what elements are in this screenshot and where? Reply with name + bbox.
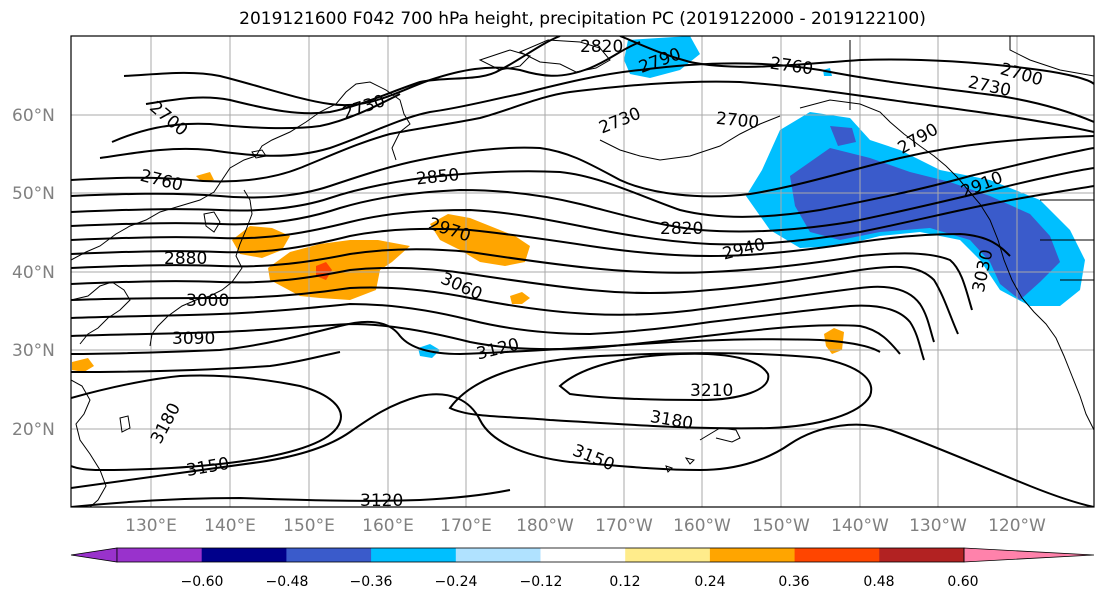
lat-tick-label: 30°N: [12, 341, 55, 361]
contour-label: 3090: [172, 329, 215, 349]
contour-label: 3120: [360, 491, 403, 511]
lon-tick-label: 140°W: [831, 516, 889, 536]
lon-tick-label: 140°E: [204, 516, 256, 536]
colorbar-tick-label: 0.48: [863, 574, 894, 590]
contour-label: 2820: [660, 219, 703, 239]
contour-label: 3150: [185, 454, 231, 481]
contour-label: 3030: [969, 248, 998, 294]
lat-tick-label: 20°N: [12, 420, 55, 440]
contour-label: 2760: [769, 54, 815, 80]
lon-axis: 130°E 140°E 150°E 160°E 170°E 180°W 170°…: [125, 516, 1046, 536]
coastlines: [71, 36, 1094, 507]
colorbar-segment: [879, 548, 965, 562]
colorbar-tick-label: −0.48: [266, 574, 309, 590]
contour-label: 3210: [690, 381, 733, 401]
colorbar-tick-label: 0.12: [609, 574, 640, 590]
colorbar-segment: [201, 548, 287, 562]
colorbar-extend-low: [70, 547, 118, 563]
contour-label: 3180: [147, 400, 185, 448]
contour-label: 2730: [596, 104, 644, 139]
contour-label: 2850: [415, 165, 460, 189]
colorbar-tick-label: 0.36: [778, 574, 809, 590]
lon-tick-label: 130°W: [909, 516, 967, 536]
lon-tick-label: 160°E: [362, 516, 414, 536]
lon-tick-label: 150°E: [283, 516, 335, 536]
contour-label: 3120: [475, 335, 522, 365]
lon-tick-label: 180°W: [516, 516, 574, 536]
colorbar-tick-label: 0.60: [947, 574, 978, 590]
colorbar-extend-high: [963, 547, 1095, 563]
colorbar-segment: [794, 548, 880, 562]
colorbar-outline: [116, 547, 965, 563]
colorbar-segment: [371, 548, 457, 562]
contour-label: 2700: [145, 97, 191, 140]
precip-positive-shading: [72, 172, 844, 372]
lon-tick-label: 170°E: [440, 516, 492, 536]
colorbar-segment: [455, 548, 541, 562]
colorbar-segment: [286, 548, 372, 562]
contour-label: 2760: [138, 166, 185, 196]
contour-label: 2820: [580, 37, 623, 57]
colorbar-labels: −0.60 −0.48 −0.36 −0.24 −0.12 0.12 0.24 …: [181, 574, 979, 590]
contour-label: 2880: [164, 249, 207, 269]
colorbar-segment: [540, 548, 626, 562]
lat-tick-label: 40°N: [12, 263, 55, 283]
height-contours: [71, 36, 1094, 507]
lon-tick-label: 160°W: [673, 516, 731, 536]
map-frame: [70, 35, 1095, 508]
colorbar-tick-label: −0.12: [520, 574, 563, 590]
lon-tick-label: 170°W: [595, 516, 653, 536]
contour-label: 3150: [570, 441, 618, 476]
contour-label: 2700: [715, 109, 760, 133]
colorbar-segment: [709, 548, 796, 562]
lon-tick-label: 150°W: [752, 516, 810, 536]
map-title: 2019121600 F042 700 hPa height, precipit…: [239, 9, 926, 29]
lat-tick-label: 60°N: [12, 106, 55, 126]
colorbar-segment: [625, 548, 711, 562]
contour-label: 2730: [340, 91, 387, 123]
colorbar-tick-label: 0.24: [694, 574, 725, 590]
colorbar-tick-label: −0.36: [350, 574, 393, 590]
lat-tick-label: 50°N: [12, 184, 55, 204]
contour-label: 3180: [648, 407, 694, 434]
colorbar-segment: [117, 548, 203, 562]
colorbar-tick-label: −0.60: [181, 574, 224, 590]
contour-label: 2790: [894, 120, 941, 159]
lon-tick-label: 120°W: [988, 516, 1046, 536]
contour-label: 3000: [186, 291, 229, 311]
colorbar: [70, 547, 1095, 563]
lon-tick-label: 130°E: [125, 516, 177, 536]
colorbar-tick-label: −0.24: [435, 574, 478, 590]
contour-label: 2940: [721, 235, 768, 265]
lat-axis: 60°N 50°N 40°N 30°N 20°N: [12, 106, 55, 440]
